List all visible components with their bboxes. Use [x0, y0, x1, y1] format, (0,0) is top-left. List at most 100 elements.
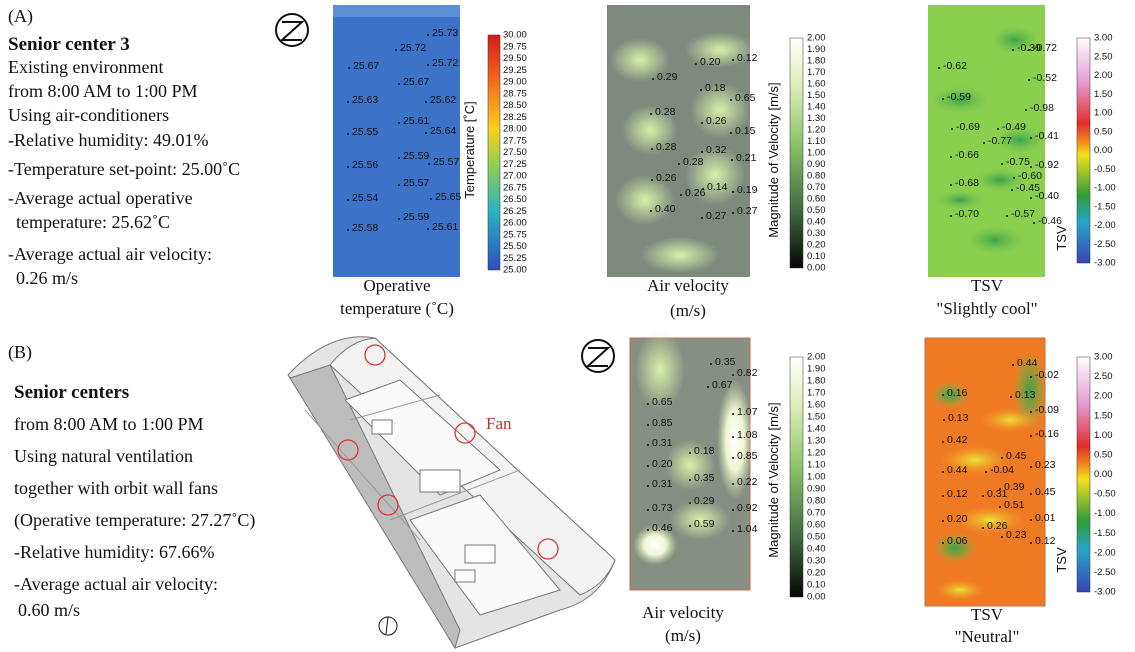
point-label: 0.29	[694, 495, 715, 507]
detail-line: together with orbit wall fans	[14, 478, 218, 498]
point-label: -0.72	[1033, 42, 1057, 54]
colorbar-tick-label: 29.25	[503, 65, 527, 76]
point-dot	[395, 49, 397, 51]
point-label: -0.40	[1035, 190, 1059, 202]
colorbar-tick-label: 2.00	[807, 352, 826, 363]
colorbar-tick-label: 25.75	[503, 229, 527, 240]
point-label: 25.64	[430, 125, 456, 137]
point-dot	[430, 198, 432, 200]
point-dot	[983, 142, 985, 144]
map-caption: Air velocity	[647, 276, 729, 295]
point-dot	[427, 64, 429, 66]
point-dot	[347, 166, 349, 168]
colorbar-tick-label: 1.70	[807, 67, 826, 78]
point-dot	[1030, 435, 1032, 437]
point-dot	[1030, 466, 1032, 468]
point-label: -0.98	[1030, 102, 1054, 114]
point-dot	[943, 419, 945, 421]
colorbar-tick-label: 1.30	[807, 436, 826, 447]
colorbar	[488, 35, 500, 270]
point-dot	[951, 128, 953, 130]
point-label: 25.54	[352, 192, 378, 204]
point-label: -0.41	[1035, 130, 1059, 142]
map-caption: (m/s)	[665, 626, 701, 645]
colorbar-tick-label: 3.00	[1094, 33, 1113, 44]
point-label: 25.61	[403, 115, 429, 127]
point-label: -0.60	[1018, 170, 1042, 182]
colorbar-tick-label: 1.50	[1094, 89, 1113, 100]
detail-line: (Operative temperature: 27.27˚C)	[14, 510, 255, 531]
point-dot	[650, 113, 652, 115]
detail-line: temperature: 25.62˚C	[16, 212, 170, 232]
point-dot	[1025, 109, 1027, 111]
colorbar-tick-label: 1.00	[807, 472, 826, 483]
detail-line: -Average actual air velocity:	[8, 244, 212, 264]
point-label: 0.26	[987, 520, 1008, 532]
point-label: 25.61	[432, 221, 458, 233]
detail-line: -Relative humidity: 67.66%	[14, 542, 214, 562]
colorbar-tick-label: 0.10	[807, 251, 826, 262]
point-label: 0.12	[1035, 535, 1056, 547]
detail-line: Existing environment	[8, 57, 163, 77]
colorbar-tick-label: 1.80	[807, 56, 826, 67]
point-label: 0.15	[735, 125, 756, 137]
colorbar-tick-label: 0.60	[807, 194, 826, 205]
point-dot	[942, 471, 944, 473]
point-label: 0.44	[1017, 357, 1038, 369]
point-label: 0.51	[1004, 499, 1025, 511]
point-dot	[1012, 49, 1014, 51]
colorbar-tick-label: 26.25	[503, 206, 527, 217]
point-dot	[678, 163, 680, 165]
point-dot	[938, 67, 940, 69]
point-dot	[730, 132, 732, 134]
point-dot	[647, 403, 649, 405]
point-label: 0.28	[683, 156, 704, 168]
colorbar-tick-label: 27.00	[503, 171, 527, 182]
point-dot	[647, 509, 649, 511]
point-dot	[1028, 49, 1030, 51]
point-dot	[700, 89, 702, 91]
point-label: 0.01	[1035, 512, 1056, 524]
colorbar-tick-label: 0.60	[807, 520, 826, 531]
point-label: -0.09	[1035, 404, 1059, 416]
point-label: 25.73	[432, 27, 458, 39]
detail-line: Using air-conditioners	[8, 105, 169, 125]
point-label: -0.62	[943, 60, 967, 72]
point-label: -0.66	[955, 149, 979, 161]
colorbar-tick-label: 1.00	[1094, 430, 1113, 441]
colorbar-tick-label: -1.50	[1094, 528, 1116, 539]
colorbar-tick-label: 28.00	[503, 124, 527, 135]
colorbar-tick-label: -2.50	[1094, 567, 1116, 578]
point-dot	[1011, 189, 1013, 191]
point-dot	[1001, 457, 1003, 459]
point-label: 0.42	[947, 434, 968, 446]
point-dot	[1012, 364, 1014, 366]
colorbar-tick-label: 27.50	[503, 147, 527, 158]
point-dot	[985, 471, 987, 473]
point-dot	[347, 133, 349, 135]
point-dot	[428, 163, 430, 165]
point-dot	[950, 184, 952, 186]
point-label: 0.26	[685, 187, 706, 199]
point-dot	[942, 520, 944, 522]
point-label: 0.82	[737, 367, 758, 379]
point-dot	[650, 210, 652, 212]
point-label: 0.20	[652, 458, 673, 470]
point-label: -0.69	[956, 121, 980, 133]
colorbar-tick-label: 1.10	[807, 136, 826, 147]
map-caption: "Neutral"	[955, 627, 1020, 646]
panel-label: (A)	[8, 6, 33, 27]
point-dot	[732, 59, 734, 61]
colorbar-tick-label: 2.50	[1094, 371, 1113, 382]
point-dot	[347, 229, 349, 231]
page: Fan (A) Senior center 3 (B) Senior cente…	[0, 0, 1135, 652]
point-label: 0.20	[947, 513, 968, 525]
point-label: 0.45	[1035, 486, 1056, 498]
point-label: 25.59	[403, 150, 429, 162]
colorbar-tick-label: 1.40	[807, 424, 826, 435]
point-dot	[707, 386, 709, 388]
point-dot	[731, 159, 733, 161]
point-label: 0.31	[652, 437, 673, 449]
point-dot	[942, 98, 944, 100]
point-dot	[398, 83, 400, 85]
